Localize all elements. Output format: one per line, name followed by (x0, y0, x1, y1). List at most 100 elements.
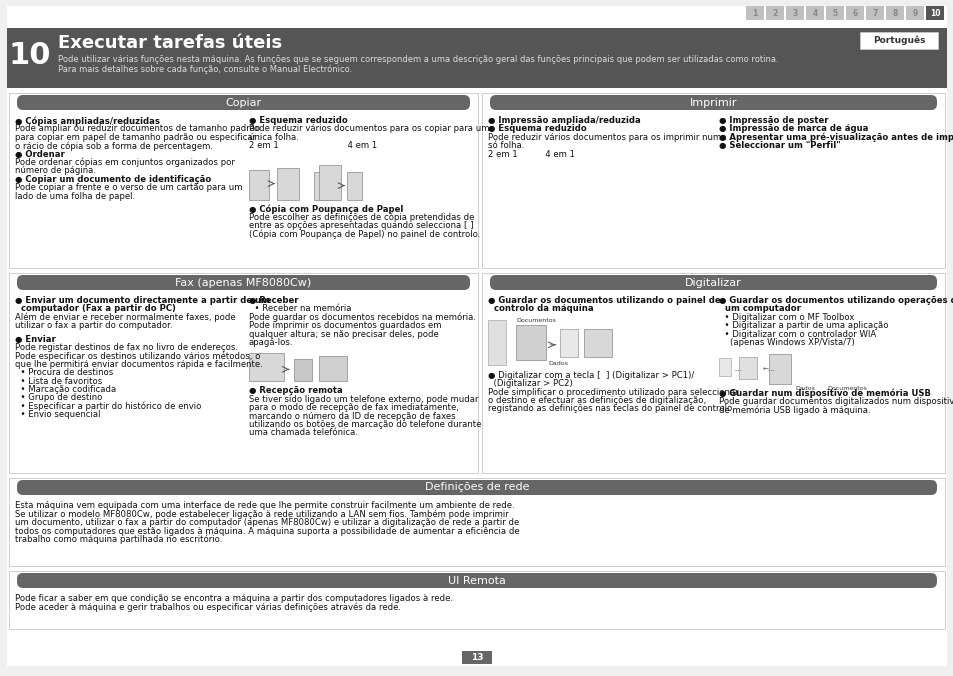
Bar (785, 6, 803, 20)
Text: • Digitalizar com o MF Toolbox: • Digitalizar com o MF Toolbox (719, 313, 854, 322)
Text: Pode aceder à máquina e gerir trabalhos ou especificar várias definições através: Pode aceder à máquina e gerir trabalhos … (15, 602, 400, 612)
Bar (739, 358, 757, 379)
FancyBboxPatch shape (490, 275, 936, 290)
Text: Imprimir: Imprimir (689, 97, 737, 107)
Text: 8: 8 (891, 9, 897, 18)
Bar (488, 320, 505, 365)
Text: ● Guardar num dispositivo de memória USB: ● Guardar num dispositivo de memória USB (719, 389, 930, 398)
Bar (249, 170, 269, 199)
Text: Pode guardar os documentos recebidos na memória.: Pode guardar os documentos recebidos na … (249, 313, 476, 322)
Text: ● Enviar: ● Enviar (15, 335, 55, 343)
Text: apagá-los.: apagá-los. (249, 338, 294, 347)
Text: Pode copiar a frente e o verso de um cartão para um: Pode copiar a frente e o verso de um car… (15, 183, 242, 192)
Text: ● Recepção remota: ● Recepção remota (249, 387, 342, 395)
Bar (905, 6, 923, 20)
Text: ● Impressão de poster: ● Impressão de poster (719, 116, 827, 125)
Bar (745, 6, 763, 20)
Text: Esta máquina vem equipada com uma interface de rede que lhe permite construir fa: Esta máquina vem equipada com uma interf… (15, 501, 514, 510)
Text: 13: 13 (470, 653, 483, 662)
Text: marcando o número da ID de recepção de faxes: marcando o número da ID de recepção de f… (249, 412, 456, 420)
Text: Se utilizar o modelo MF8080Cw, pode estabelecer ligação à rede utilizando a LAN : Se utilizar o modelo MF8080Cw, pode esta… (15, 510, 508, 519)
Text: Dados: Dados (794, 387, 814, 391)
FancyBboxPatch shape (17, 480, 936, 495)
Text: ● Esquema reduzido: ● Esquema reduzido (249, 116, 348, 125)
Text: Definições de rede: Definições de rede (424, 483, 529, 493)
Text: Dados: Dados (547, 361, 567, 366)
Bar (9, 93, 477, 268)
Bar (9, 273, 477, 473)
Text: utilizar o fax a partir do computador.: utilizar o fax a partir do computador. (15, 321, 172, 330)
Bar (865, 6, 883, 20)
Text: Português: Português (872, 36, 924, 45)
Bar (461, 651, 492, 664)
Text: Pode escolher as definições de cópia pretendidas de: Pode escolher as definições de cópia pre… (249, 213, 474, 222)
Text: 6: 6 (851, 9, 857, 18)
Text: 1: 1 (752, 9, 757, 18)
Text: Se tiver sido ligado um telefone externo, pode mudar: Se tiver sido ligado um telefone externo… (249, 395, 478, 404)
FancyBboxPatch shape (17, 275, 470, 290)
Text: Pode ampliar ou reduzir documentos de tamanho padrão: Pode ampliar ou reduzir documentos de ta… (15, 124, 260, 133)
Text: ● Receber: ● Receber (249, 296, 298, 305)
Bar (516, 324, 545, 360)
Text: (apenas Windows XP/Vista/7): (apenas Windows XP/Vista/7) (719, 338, 854, 347)
Text: o rácio de cópia sob a forma de percentagem.: o rácio de cópia sob a forma de percenta… (15, 141, 213, 151)
Text: • Procura de destinos: • Procura de destinos (15, 368, 113, 377)
Text: Copiar: Copiar (225, 97, 261, 107)
Text: o destino e efectuar as definições de digitalização,: o destino e efectuar as definições de di… (488, 396, 705, 405)
Text: 2 em 1                         4 em 1: 2 em 1 4 em 1 (249, 141, 376, 150)
Bar (885, 6, 903, 20)
Text: ● Ordenar: ● Ordenar (15, 149, 65, 159)
Bar (249, 354, 284, 381)
Text: para copiar em papel de tamanho padrão ou especificar: para copiar em papel de tamanho padrão o… (15, 132, 255, 142)
FancyBboxPatch shape (17, 573, 936, 588)
Bar (481, 273, 944, 473)
Text: 10: 10 (9, 41, 51, 70)
Text: Pode simplificar o procedimento utilizado para seleccionar: Pode simplificar o procedimento utilizad… (488, 387, 738, 397)
Text: ● Cópia com Poupança de Papel: ● Cópia com Poupança de Papel (249, 205, 403, 214)
Text: 2: 2 (772, 9, 777, 18)
Bar (276, 168, 298, 199)
Text: ● Enviar um documento directamente a partir de um: ● Enviar um documento directamente a par… (15, 296, 270, 305)
Bar (925, 6, 943, 20)
Text: um documento, utilizar o fax a partir do computador (apenas MF8080Cw) e utilizar: um documento, utilizar o fax a partir do… (15, 518, 518, 527)
Bar (314, 172, 332, 199)
Text: ● Guardar os documentos utilizando operações de: ● Guardar os documentos utilizando opera… (719, 296, 953, 305)
Text: ● Impressão de marca de água: ● Impressão de marca de água (719, 124, 867, 133)
Text: controlo da máquina: controlo da máquina (488, 304, 593, 314)
Text: Pode reduzir vários documentos para os copiar para uma: Pode reduzir vários documentos para os c… (249, 124, 495, 133)
Text: número de página.: número de página. (15, 166, 96, 175)
Bar (559, 329, 578, 357)
Text: Pode ficar a saber em que condição se encontra a máquina a partir dos computador: Pode ficar a saber em que condição se en… (15, 594, 453, 603)
Text: utilizando os botões de marcação do telefone durante: utilizando os botões de marcação do tele… (249, 420, 481, 429)
Text: Pode especificar os destinos utilizando vários métodos, o: Pode especificar os destinos utilizando … (15, 352, 260, 361)
Text: que lhe permitirá enviar documentos rápida e facilmente.: que lhe permitirá enviar documentos rápi… (15, 360, 262, 369)
Text: uma chamada telefónica.: uma chamada telefónica. (249, 429, 357, 437)
Text: (Digitalizar > PC2): (Digitalizar > PC2) (488, 379, 572, 388)
Text: 7: 7 (871, 9, 877, 18)
Bar (7, 28, 946, 88)
FancyBboxPatch shape (17, 95, 470, 110)
Text: Para mais detalhes sobre cada função, consulte o Manual Electrónico.: Para mais detalhes sobre cada função, co… (58, 65, 352, 74)
Text: Documentos: Documentos (826, 387, 866, 391)
Bar (294, 360, 312, 381)
Text: registando as definições nas teclas do painel de controlo.: registando as definições nas teclas do p… (488, 404, 734, 414)
Text: 10: 10 (929, 9, 940, 18)
Text: todos os computadores que estão ligados à máquina. A máquina suporta a possibili: todos os computadores que estão ligados … (15, 526, 519, 535)
Text: • Grupo de destino: • Grupo de destino (15, 393, 102, 402)
Bar (805, 6, 823, 20)
Text: UI Remota: UI Remota (448, 575, 505, 585)
Text: ● Digitalizar com a tecla [  ] (Digitalizar > PC1)/: ● Digitalizar com a tecla [ ] (Digitaliz… (488, 371, 694, 380)
Text: ←...: ←... (762, 366, 775, 372)
Text: Executar tarefas úteis: Executar tarefas úteis (58, 34, 282, 52)
Bar (9, 571, 944, 629)
Text: • Marcação codificada: • Marcação codificada (15, 385, 116, 394)
Text: 4: 4 (812, 9, 817, 18)
Text: Além de enviar e receber normalmente faxes, pode: Além de enviar e receber normalmente fax… (15, 313, 235, 322)
Bar (765, 6, 783, 20)
Text: 9: 9 (911, 9, 917, 18)
Text: • Especificar a partir do histórico de envio: • Especificar a partir do histórico de e… (15, 402, 201, 411)
Text: um computador: um computador (719, 304, 800, 314)
Text: 5: 5 (832, 9, 837, 18)
Text: Fax (apenas MF8080Cw): Fax (apenas MF8080Cw) (175, 278, 312, 287)
Text: Pode utilizar várias funções nesta máquina. As funções que se seguem corresponde: Pode utilizar várias funções nesta máqui… (58, 55, 778, 64)
